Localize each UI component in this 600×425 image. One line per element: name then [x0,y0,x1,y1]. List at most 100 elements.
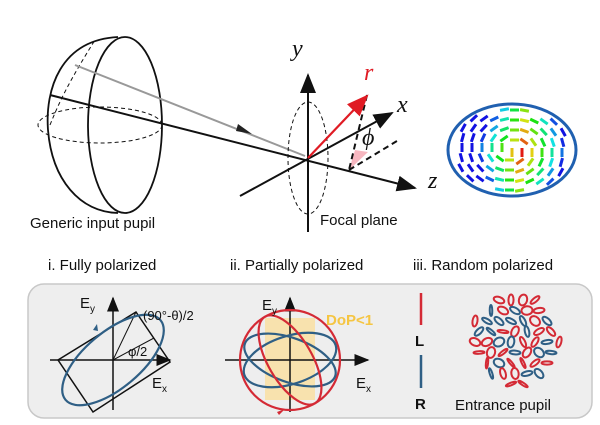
polarization-ellipse [493,315,505,327]
polarization-ellipse [492,336,506,348]
polarization-ellipse [521,346,533,359]
polarization-ellipse [555,335,563,349]
field-arrow [485,164,495,173]
field-arrow [519,127,530,134]
polarization-ellipse [497,347,509,358]
ey-label-i: Ey [80,295,95,315]
field-arrow [465,174,475,183]
field-arrow [485,175,495,183]
polarization-ellipse [545,326,557,337]
polarization-ellipse [480,336,494,348]
field-arrow [545,177,555,186]
x-axis-label: x [396,92,408,118]
field-arrow [536,167,545,177]
field-arrow [557,167,565,177]
polarization-ellipse [533,346,545,359]
polarization-ellipse [520,305,534,316]
polarization-ellipse [496,328,510,335]
field-boundary [446,102,578,198]
polarization-ellipse [523,325,531,338]
field-arrow [476,163,485,173]
entrance-pupil-label: Entrance pupil [455,397,551,414]
polarization-ellipse [529,295,541,305]
field-arrow [549,117,559,126]
panel-partially-polarized [225,296,370,415]
field-arrow [466,163,475,173]
field-arrow [469,123,478,133]
polarization-ellipse [520,370,534,377]
field-arrow [499,126,510,133]
section-title-partially: ii. Partially polarized [230,257,363,274]
polarization-ellipse [473,326,485,337]
field-arrow [459,123,467,133]
input-pupil [37,36,306,214]
section-title-fully: i. Fully polarized [48,257,156,274]
ey-label-ii: Ey [262,297,277,317]
field-arrow [560,137,566,148]
random-polarization-field [468,293,563,389]
field-arrow [475,174,485,183]
polarization-ellipse [488,304,494,317]
focal-axes [49,73,417,232]
field-arrow [546,167,555,177]
field-arrow [469,132,476,143]
field-arrow [468,152,475,163]
y-axis-label: y [290,36,303,62]
field-arrow [549,127,558,137]
field-arrow [489,124,499,133]
polarization-ellipse [518,335,528,349]
polarization-ellipse [471,314,479,328]
angle-label-theta: (90°-θ)/2 [143,308,194,323]
polarization-ellipse [509,305,521,316]
ex-label-ii: Ex [356,375,371,395]
field-arrow [525,167,535,176]
field-arrow [519,137,529,146]
legend-left-label: L [415,333,424,350]
field-arrow [499,134,509,143]
field-arrow [479,123,488,133]
field-arrow [458,152,464,163]
field-arrow [514,178,525,184]
pupil-label: Generic input pupil [30,215,155,232]
field-arrow [499,116,510,122]
polarization-ellipse [468,337,482,347]
z-axis-label: z [427,168,438,194]
panel-fully-polarized [50,296,172,414]
r-vector-label: r [364,60,374,86]
field-arrow [548,157,555,168]
dop-label: DoP<1 [326,312,373,329]
field-arrow [549,137,556,148]
field-arrow [537,157,545,167]
field-arrow [529,127,539,136]
polarization-ellipse [505,316,517,326]
polarization-ellipse [529,315,541,327]
polarization-ellipse [533,326,545,337]
polarization-ellipse [540,338,554,346]
field-arrow [479,114,489,123]
ex-label-i: Ex [152,375,167,395]
polarization-ellipse [508,349,522,356]
polarization-ellipse [541,315,553,327]
polarization-ellipse [533,367,545,380]
field-arrow [514,167,525,174]
polarization-ellipse [530,336,540,348]
angle-label-phi: φ/2 [128,344,147,359]
field-arrow [529,117,539,125]
field-arrow [559,127,567,137]
field-arrow [529,137,538,147]
vector-field [446,102,578,198]
field-arrow [525,177,535,185]
field-arrow [519,118,530,124]
polarization-ellipse [496,305,510,316]
field-arrow [494,176,505,182]
polarization-ellipse [499,367,507,380]
field-arrow [494,166,505,173]
field-arrow [519,108,530,113]
polarization-ellipse [492,295,506,305]
polarization-ellipse [544,349,558,356]
polarization-ellipse [472,350,486,355]
polarization-ellipse [481,316,493,326]
field-arrow [469,114,479,123]
field-arrow [494,187,505,192]
